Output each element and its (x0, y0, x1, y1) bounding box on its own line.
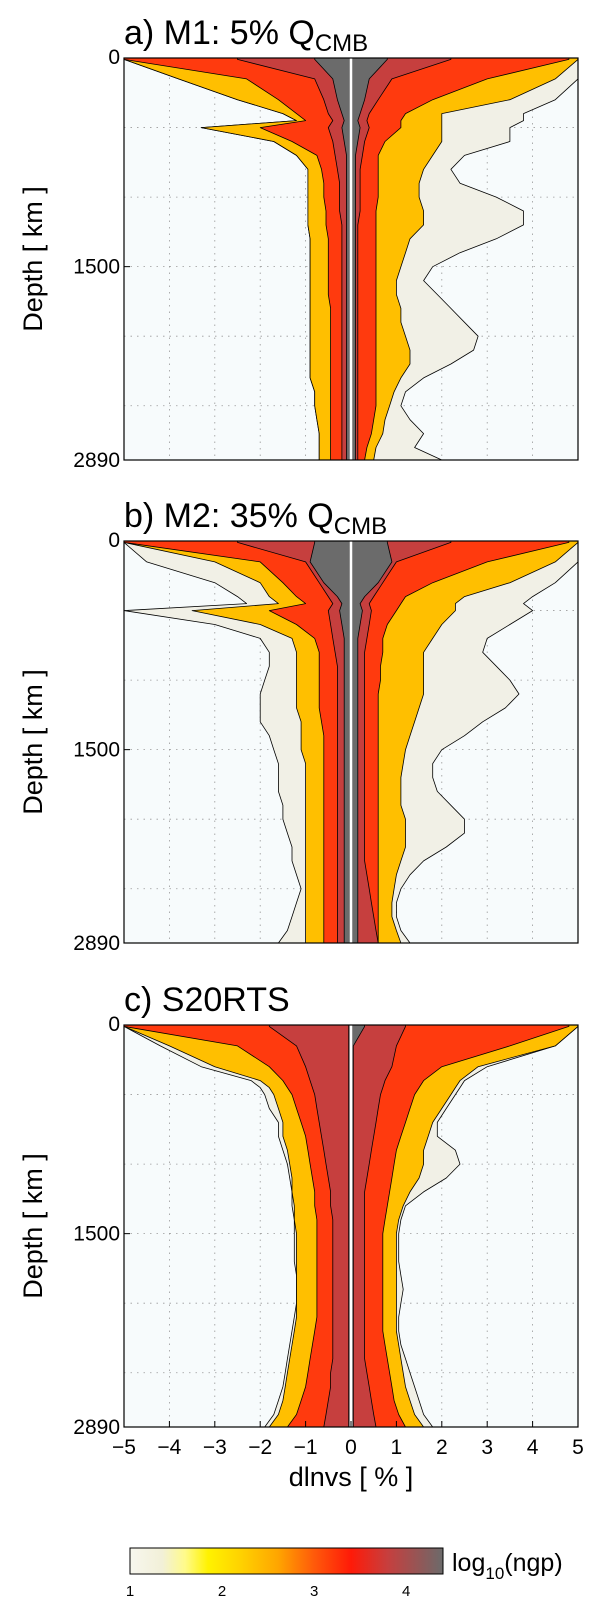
x-tick-label: 1 (391, 1436, 403, 1459)
colorbar: 1 2 3 4 log10(ngp) (126, 1547, 563, 1600)
panel-c-y-axis-label: Depth [ km ] (18, 1153, 48, 1299)
panel-b-y-axis-label: Depth [ km ] (18, 669, 48, 815)
panel-b-plot-area (123, 540, 579, 944)
colorbar-tick-label: 1 (126, 1583, 134, 1600)
y-tick-label: 0 (108, 529, 120, 552)
plot-frame (123, 57, 579, 461)
panel-c-x-axis-label: dlnvs [ % ] (289, 1462, 414, 1492)
y-tick-label: 1500 (73, 739, 120, 762)
panel-b-y-ticks: 0 1500 2890 (73, 529, 130, 955)
contour-level-5 (348, 1024, 366, 1428)
x-tick-label: 3 (481, 1436, 493, 1459)
x-tick-label: −5 (112, 1436, 136, 1459)
panel-a: a) M1: 5% QCMB Depth [ km ] 0 1500 2890 (18, 14, 579, 472)
panel-c-title: c) S20RTS (124, 981, 290, 1019)
x-tick-label: −2 (248, 1436, 272, 1459)
panel-a-title: a) M1: 5% QCMB (124, 14, 368, 57)
y-tick-label: 2890 (73, 932, 120, 955)
y-tick-label: 2890 (73, 1416, 120, 1439)
x-tick-label: 5 (572, 1436, 584, 1459)
panel-b: b) M2: 35% QCMB Depth [ km ] 0 1500 2890 (18, 497, 579, 955)
panel-a-y-axis-label: Depth [ km ] (18, 186, 48, 332)
y-tick-label: 2890 (73, 449, 120, 472)
contour-level-4 (268, 1024, 406, 1428)
x-tick-label: −4 (157, 1436, 181, 1459)
colorbar-tick-label: 4 (402, 1583, 410, 1600)
colorbar-tick-label: 2 (218, 1583, 226, 1600)
panel-b-title: b) M2: 35% QCMB (124, 497, 387, 540)
y-tick-label: 0 (108, 1013, 120, 1036)
colorbar-gradient (129, 1547, 444, 1575)
contour-level-4 (237, 57, 452, 461)
x-tick-label: −3 (203, 1436, 227, 1459)
colorbar-ticks: 1 2 3 4 (126, 1583, 411, 1600)
y-tick-label: 1500 (73, 1223, 120, 1246)
colorbar-label: log10(ngp) (452, 1549, 563, 1583)
y-tick-label: 1500 (73, 256, 120, 279)
panel-a-plot-area (123, 57, 579, 461)
panel-c-y-ticks: 0 1500 2890 (73, 1013, 130, 1439)
x-tick-label: −1 (294, 1436, 318, 1459)
colorbar-tick-label: 3 (310, 1583, 318, 1600)
x-tick-label: 2 (436, 1436, 448, 1459)
plot-frame (123, 540, 579, 944)
panel-a-y-ticks: 0 1500 2890 (73, 46, 130, 472)
x-tick-label: 4 (527, 1436, 539, 1459)
y-tick-label: 0 (108, 46, 120, 69)
panel-c-x-ticks: −5 −4 −3 −2 −1 0 1 2 3 4 5 (112, 1421, 584, 1459)
panel-c-plot-area (123, 1024, 579, 1428)
x-tick-label: 0 (345, 1436, 357, 1459)
